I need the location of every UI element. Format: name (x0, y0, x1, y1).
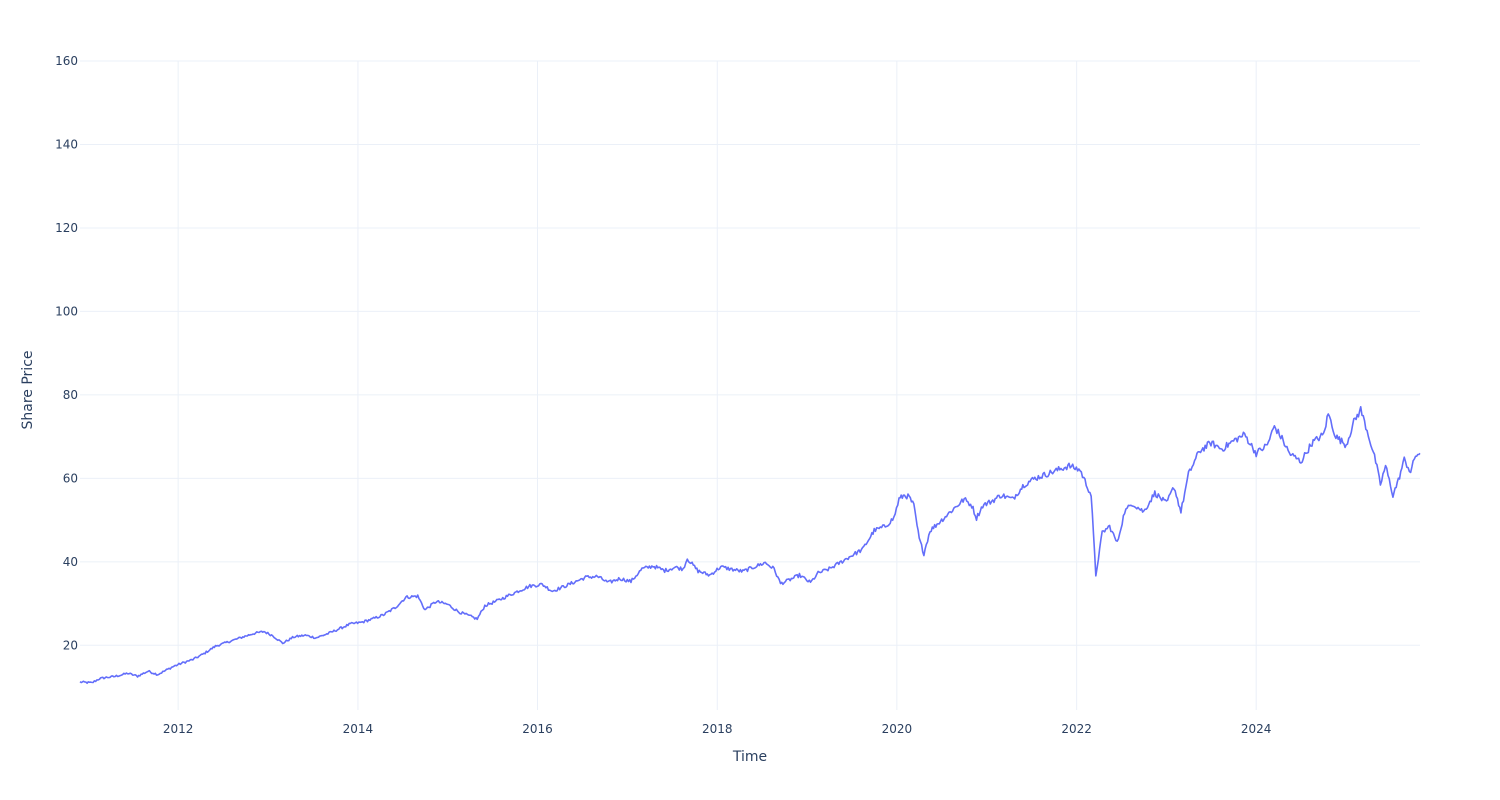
x-tick-label: 2014 (343, 722, 374, 736)
x-tick-label: 2012 (163, 722, 194, 736)
y-tick-label: 120 (55, 221, 78, 235)
y-tick-labels: 20 40 60 80 100 120 140 160 (55, 54, 78, 652)
y-tick-label: 80 (63, 388, 78, 402)
x-tick-label: 2020 (882, 722, 913, 736)
y-tick-label: 100 (55, 304, 78, 318)
y-tick-label: 160 (55, 54, 78, 68)
y-axis-title: Share Price (20, 350, 36, 429)
y-tick-label: 40 (63, 555, 78, 569)
series-line-0 (79, 405, 1421, 685)
y-gridlines (80, 60, 1420, 646)
x-tick-label: 2018 (702, 722, 733, 736)
x-gridlines (177, 61, 1257, 710)
x-axis-title: Time (732, 749, 767, 765)
x-tick-label: 2022 (1061, 722, 1092, 736)
x-tick-labels: 2012 2014 2016 2018 2020 2022 2024 (163, 722, 1272, 736)
x-tick-label: 2016 (522, 722, 553, 736)
x-tick-label: 2024 (1241, 722, 1272, 736)
y-tick-label: 140 (55, 137, 78, 151)
y-tick-label: 20 (63, 638, 78, 652)
series-layer (79, 405, 1421, 685)
y-tick-label: 60 (63, 471, 78, 485)
